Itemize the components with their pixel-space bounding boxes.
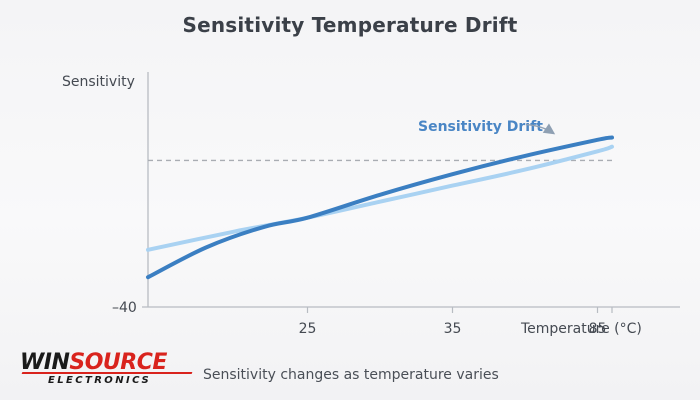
- annotation-label: Sensitivity Drift: [418, 119, 543, 135]
- winsource-logo: WINSOURCE ELECTRONICS: [20, 352, 193, 392]
- logo-win: WIN: [20, 350, 70, 375]
- x-axis-label: Temperature (°C): [520, 321, 642, 337]
- x-tick-label: 85: [589, 321, 607, 337]
- logo-source: SOURCE: [69, 350, 167, 375]
- caption: Sensitivity changes as temperature varie…: [203, 367, 499, 383]
- series-line-nominal: [146, 144, 614, 252]
- series-line-drifted: [146, 135, 614, 280]
- logo-swoosh: [21, 372, 193, 374]
- logo-wordmark: WINSOURCE: [20, 352, 192, 374]
- chart-title: Sensitivity Temperature Drift: [182, 13, 518, 37]
- logo-subtitle: ELECTRONICS: [48, 375, 152, 386]
- y-tick-label: –40: [112, 300, 137, 316]
- y-axis-label: Sensitivity: [62, 74, 135, 90]
- x-tick-label: 35: [444, 321, 462, 337]
- annotation-arrow: [525, 123, 556, 135]
- x-tick-label: 25: [299, 321, 317, 337]
